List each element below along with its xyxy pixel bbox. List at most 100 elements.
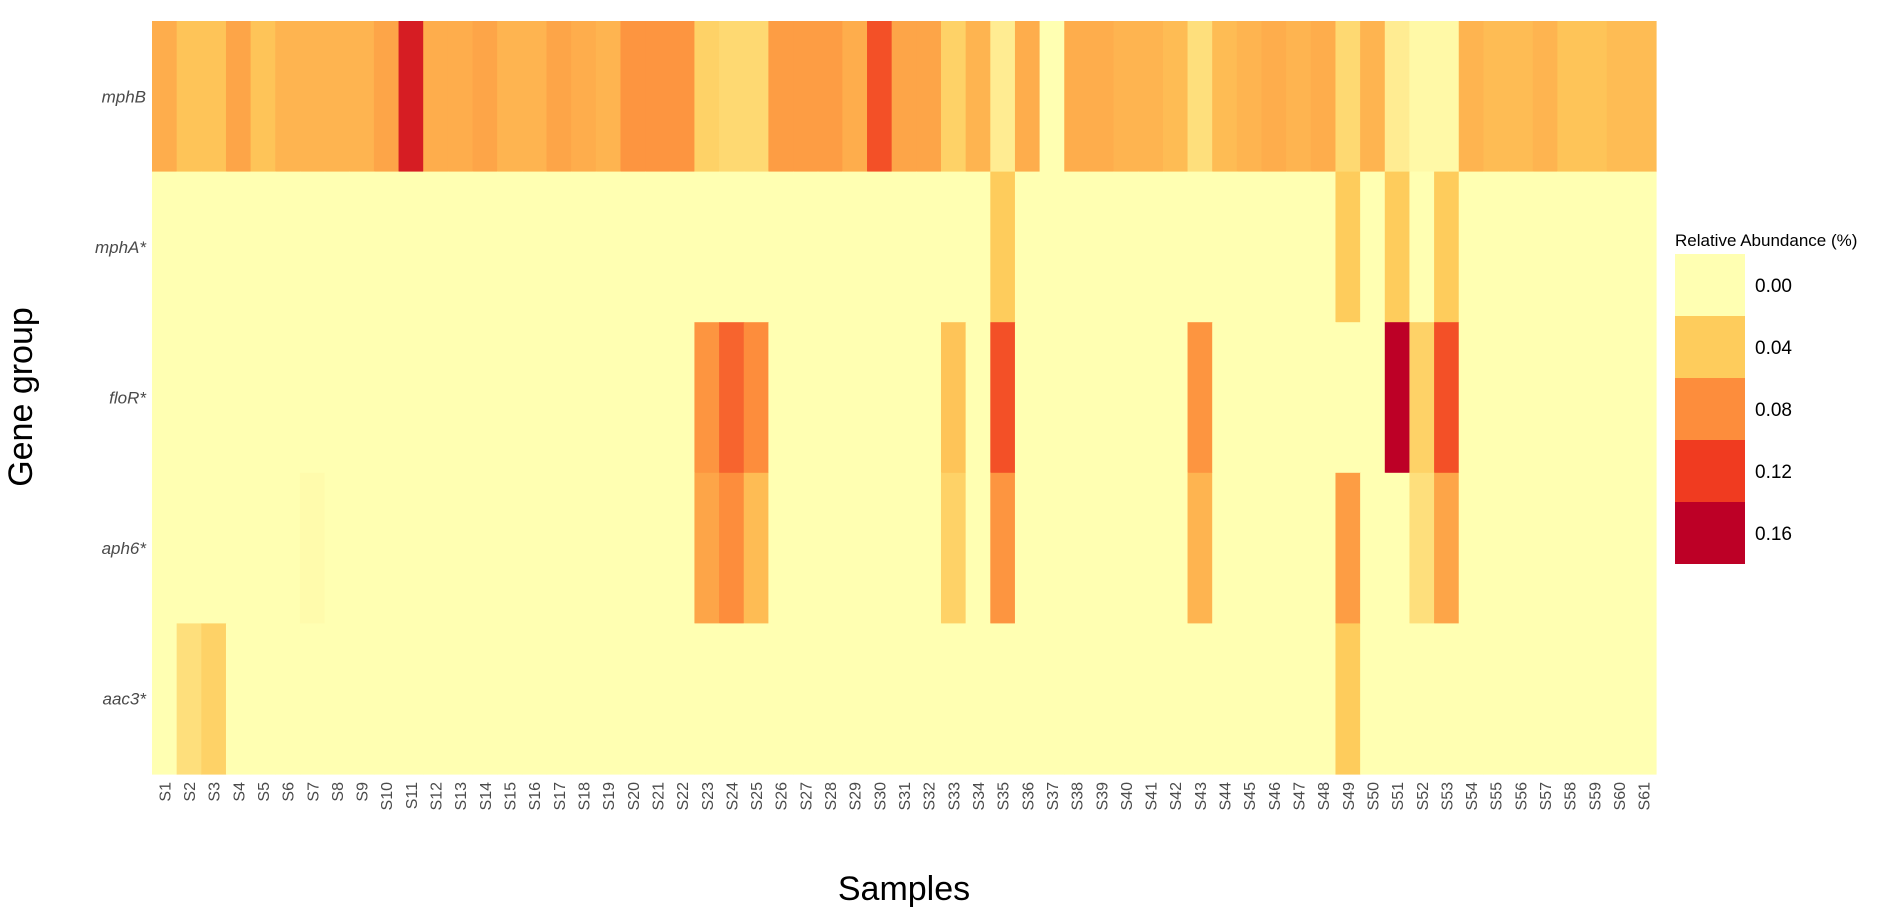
x-tick-label: S48 — [1316, 782, 1333, 811]
heatmap-cell — [152, 472, 178, 624]
heatmap-cell — [940, 171, 967, 323]
heatmap-cell — [373, 623, 400, 775]
heatmap-cell — [817, 322, 843, 474]
heatmap-cell — [1212, 322, 1238, 474]
heatmap-cell — [645, 322, 671, 474]
legend-label: 0.16 — [1755, 524, 1792, 545]
heatmap-cell — [1212, 171, 1238, 323]
heatmap-cell — [1409, 472, 1435, 624]
legend-key — [1675, 254, 1745, 316]
heatmap-cell — [842, 322, 868, 474]
heatmap-cell — [1384, 21, 1411, 173]
x-tick-label: S30 — [872, 782, 889, 811]
heatmap-cell — [867, 21, 893, 173]
heatmap-cell — [1286, 623, 1312, 775]
heatmap-cell — [373, 21, 400, 173]
heatmap-cell — [793, 171, 819, 323]
heatmap-cell — [152, 623, 178, 775]
heatmap-cell — [1631, 322, 1657, 474]
heatmap-cell — [1335, 21, 1361, 173]
heatmap-cell — [719, 171, 745, 323]
x-tick-label: S42 — [1168, 782, 1185, 811]
x-tick-label: S43 — [1193, 782, 1210, 811]
x-tick-label: S44 — [1218, 782, 1235, 811]
heatmap-cell — [1557, 322, 1583, 474]
heatmap-cell — [1508, 623, 1534, 775]
heatmap-cell — [225, 21, 252, 173]
heatmap-cell — [546, 322, 572, 474]
heatmap-cell — [768, 21, 794, 173]
heatmap-cell — [793, 21, 819, 173]
heatmap-cell — [595, 171, 622, 323]
heatmap-cell — [472, 171, 498, 323]
heatmap-cell — [1483, 472, 1509, 624]
heatmap-cell — [176, 623, 202, 775]
heatmap-cell — [571, 472, 597, 624]
heatmap-cell — [1582, 21, 1608, 173]
heatmap-cell — [793, 623, 819, 775]
x-tick-label: S14 — [478, 782, 495, 811]
x-tick-label: S13 — [453, 782, 470, 811]
heatmap-cell — [1162, 322, 1189, 474]
heatmap-cell — [398, 472, 424, 624]
heatmap-cell — [1014, 472, 1041, 624]
heatmap-cell — [324, 472, 350, 624]
heatmap-cell — [1606, 322, 1632, 474]
heatmap-cell — [1088, 472, 1115, 624]
heatmap-cell — [1557, 623, 1583, 775]
heatmap-cell — [472, 21, 498, 173]
heatmap-cell — [1162, 472, 1189, 624]
x-tick-label: S29 — [848, 782, 865, 811]
heatmap-cell — [1360, 472, 1386, 624]
heatmap-cell — [1236, 623, 1263, 775]
heatmap-cell — [546, 21, 572, 173]
heatmap-cell — [891, 623, 917, 775]
heatmap-cell — [1458, 322, 1485, 474]
x-tick-label: S24 — [724, 782, 741, 811]
x-tick-label: S49 — [1341, 782, 1358, 811]
heatmap-cell — [1187, 472, 1213, 624]
heatmap-cell — [1088, 322, 1115, 474]
x-tick-label: S19 — [601, 782, 618, 811]
heatmap-cell — [891, 21, 917, 173]
heatmap-cell — [940, 21, 967, 173]
heatmap-cell — [472, 322, 498, 474]
heatmap-cell — [990, 623, 1016, 775]
heatmap-cell — [423, 623, 449, 775]
heatmap-cell — [571, 322, 597, 474]
heatmap-cell — [1384, 623, 1411, 775]
heatmap-cell — [916, 623, 942, 775]
heatmap-cell — [817, 472, 843, 624]
heatmap-cell — [275, 322, 301, 474]
heatmap-cell — [546, 472, 572, 624]
x-tick-label: S3 — [207, 782, 224, 802]
heatmap-cell — [1039, 322, 1065, 474]
heatmap-cell — [620, 171, 646, 323]
legend-label: 0.08 — [1755, 400, 1792, 421]
x-tick-label: S51 — [1390, 782, 1407, 811]
heatmap-cell — [176, 21, 202, 173]
heatmap-cells — [152, 21, 1657, 775]
heatmap-cell — [990, 322, 1016, 474]
heatmap-cell — [1360, 171, 1386, 323]
heatmap-cell — [1335, 623, 1361, 775]
heatmap-cell — [1582, 171, 1608, 323]
heatmap-cell — [497, 623, 523, 775]
legend-label: 0.04 — [1755, 338, 1792, 359]
x-tick-label: S40 — [1119, 782, 1136, 811]
heatmap-cell — [620, 472, 646, 624]
heatmap-cell — [324, 21, 350, 173]
heatmap-cell — [620, 21, 646, 173]
heatmap-cell — [1187, 322, 1213, 474]
heatmap-cell — [250, 322, 276, 474]
heatmap-cell — [275, 171, 301, 323]
heatmap-cell — [595, 21, 622, 173]
heatmap-cell — [1434, 322, 1460, 474]
legend-key — [1675, 316, 1745, 378]
heatmap-cell — [1582, 472, 1608, 624]
heatmap-cell — [152, 21, 178, 173]
heatmap-cell — [891, 472, 917, 624]
heatmap-cell — [324, 171, 350, 323]
heatmap-cell — [571, 171, 597, 323]
heatmap-cell — [1236, 472, 1263, 624]
